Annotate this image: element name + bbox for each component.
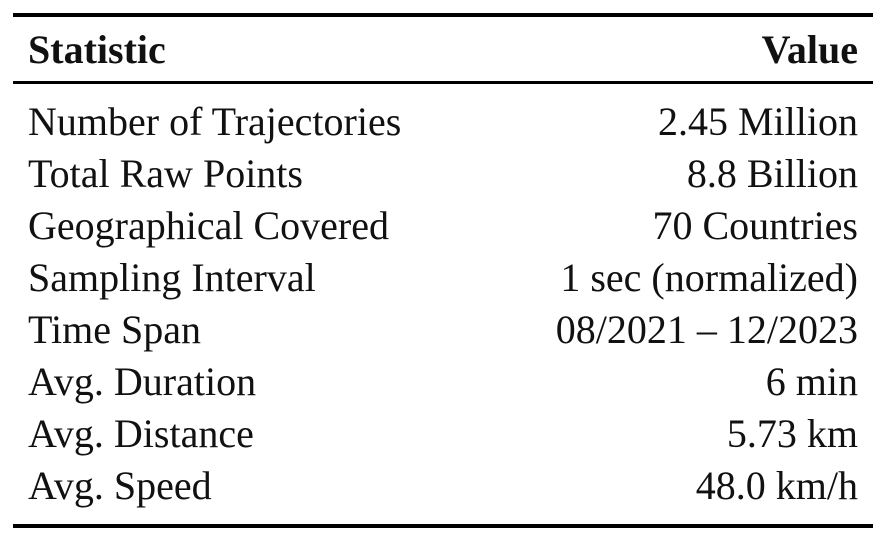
statistic-value: 70 Countries xyxy=(652,202,858,248)
statistic-value: 6 min xyxy=(765,358,858,404)
statistic-label: Time Span xyxy=(28,306,202,352)
table-row: Avg. Speed 48.0 km/h xyxy=(13,460,873,512)
statistic-label: Number of Trajectories xyxy=(28,98,402,144)
statistic-value: 08/2021 – 12/2023 xyxy=(555,306,858,352)
statistic-label: Avg. Distance xyxy=(28,410,254,456)
table-row: Avg. Duration 6 min xyxy=(13,356,873,408)
statistic-value: 8.8 Billion xyxy=(686,150,858,196)
statistic-label: Total Raw Points xyxy=(28,150,303,196)
top-rule xyxy=(13,13,873,17)
table-row: Geographical Covered 70 Countries xyxy=(13,200,873,252)
statistic-value: 2.45 Million xyxy=(657,98,858,144)
table-row: Total Raw Points 8.8 Billion xyxy=(13,148,873,200)
statistics-table: Statistic Value Number of Trajectories 2.… xyxy=(13,13,873,528)
statistic-value: 5.73 km xyxy=(726,410,858,456)
header-value: Value xyxy=(761,26,858,72)
table-body: Number of Trajectories 2.45 Million Total … xyxy=(13,84,873,524)
statistic-label: Avg. Speed xyxy=(28,462,212,508)
statistic-label: Sampling Interval xyxy=(28,254,316,300)
table-row: Sampling Interval 1 sec (normalized) xyxy=(13,252,873,304)
statistic-label: Avg. Duration xyxy=(28,358,257,404)
bottom-rule xyxy=(13,523,873,528)
table-header-row: Statistic Value xyxy=(13,17,873,81)
header-rule xyxy=(13,81,873,84)
statistic-label: Geographical Covered xyxy=(28,202,389,248)
statistic-value: 48.0 km/h xyxy=(695,462,858,508)
table-row: Number of Trajectories 2.45 Million xyxy=(13,96,873,148)
header-statistic: Statistic xyxy=(28,26,166,72)
table-row: Time Span 08/2021 – 12/2023 xyxy=(13,304,873,356)
table-row: Avg. Distance 5.73 km xyxy=(13,408,873,460)
statistic-value: 1 sec (normalized) xyxy=(560,254,858,300)
